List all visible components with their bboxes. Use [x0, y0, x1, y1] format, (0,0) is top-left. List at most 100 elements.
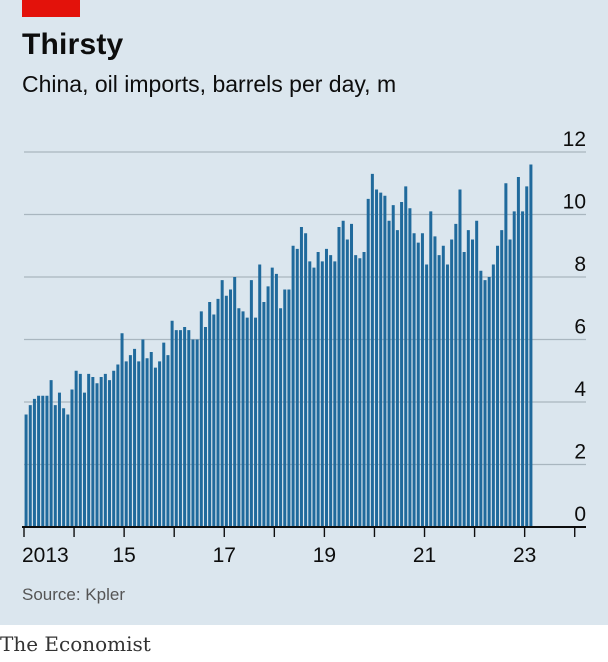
bar — [375, 189, 379, 527]
bar — [304, 233, 308, 527]
bar — [441, 245, 445, 527]
bar — [487, 277, 491, 527]
x-axis: 2013 15 17 19 21 23 — [22, 526, 586, 567]
y-tick-label: 8 — [574, 253, 586, 276]
bar — [370, 173, 374, 527]
bar — [116, 364, 120, 527]
bar — [354, 255, 358, 528]
bar — [312, 267, 316, 527]
bar — [208, 302, 212, 527]
bar — [500, 230, 504, 528]
bar — [483, 280, 487, 528]
bar — [49, 380, 53, 528]
bar — [316, 252, 320, 527]
brand-red-tag — [22, 0, 80, 17]
bar — [454, 223, 458, 527]
y-tick-label: 2 — [574, 441, 586, 464]
bar — [153, 367, 157, 528]
bar — [37, 395, 41, 527]
bar — [366, 198, 370, 528]
bar — [95, 383, 99, 527]
bar — [91, 377, 95, 527]
chart-subtitle: China, oil imports, barrels per day, m — [22, 71, 397, 97]
bar — [245, 317, 249, 528]
bar — [145, 358, 149, 527]
bar — [45, 395, 49, 527]
bar — [220, 280, 224, 528]
bar — [429, 211, 433, 528]
x-tick-label: 15 — [112, 544, 135, 567]
bar — [233, 277, 237, 527]
bar — [183, 327, 187, 527]
bar — [529, 164, 533, 527]
bar — [329, 255, 333, 528]
bar — [137, 361, 141, 528]
bar — [291, 245, 295, 527]
bar — [333, 261, 337, 528]
bar — [241, 311, 245, 527]
bar — [133, 348, 137, 528]
bar — [57, 392, 61, 528]
economist-logo-text: The Economist — [0, 632, 151, 656]
y-axis-labels: 0 2 4 6 8 10 12 — [563, 128, 587, 526]
bar — [174, 330, 178, 528]
bar — [103, 373, 107, 528]
y-tick-label: 0 — [574, 503, 586, 526]
bar — [270, 267, 274, 527]
bar — [341, 220, 345, 527]
bar — [166, 355, 170, 528]
bar — [249, 280, 253, 528]
bar — [358, 258, 362, 527]
bar — [479, 270, 483, 527]
bar — [212, 314, 216, 527]
bar — [70, 389, 74, 527]
bar — [32, 398, 36, 528]
bar — [237, 308, 241, 527]
bar — [462, 252, 466, 527]
bar — [299, 227, 303, 527]
bar — [516, 177, 520, 527]
bar — [41, 395, 45, 527]
bar — [124, 361, 128, 528]
bar — [258, 264, 262, 527]
bar — [216, 298, 220, 527]
bar — [387, 220, 391, 527]
x-tick-label: 17 — [213, 544, 236, 567]
bar — [350, 223, 354, 527]
bar — [112, 370, 116, 527]
bar — [391, 205, 395, 528]
bar — [195, 339, 199, 527]
bar — [433, 236, 437, 528]
bar-chart: 2013 15 17 19 21 23 0 2 4 6 8 10 12 — [22, 128, 587, 567]
y-tick-label: 10 — [563, 191, 586, 214]
bar — [266, 286, 270, 527]
bar — [162, 342, 166, 528]
bar — [28, 405, 32, 528]
bar — [108, 380, 112, 528]
bar — [66, 414, 70, 527]
bar — [395, 230, 399, 528]
bar — [279, 308, 283, 527]
bar — [404, 186, 408, 528]
bar-series — [24, 164, 533, 528]
x-tick-label: 23 — [513, 544, 536, 567]
bar — [320, 261, 324, 528]
bar — [191, 339, 195, 527]
source-note: Source: Kpler — [22, 585, 125, 604]
bar — [87, 373, 91, 528]
bar — [62, 408, 66, 527]
bar — [445, 264, 449, 527]
bar — [471, 239, 474, 527]
bar — [187, 330, 191, 528]
y-tick-label: 4 — [574, 378, 586, 401]
bar — [521, 211, 525, 528]
bar — [337, 227, 341, 527]
bar — [412, 233, 416, 527]
bar — [504, 183, 508, 527]
y-tick-label: 12 — [563, 128, 586, 151]
bar — [450, 239, 454, 527]
bar — [53, 405, 57, 528]
bar — [99, 377, 103, 527]
bar — [141, 339, 145, 527]
bar — [203, 327, 207, 527]
